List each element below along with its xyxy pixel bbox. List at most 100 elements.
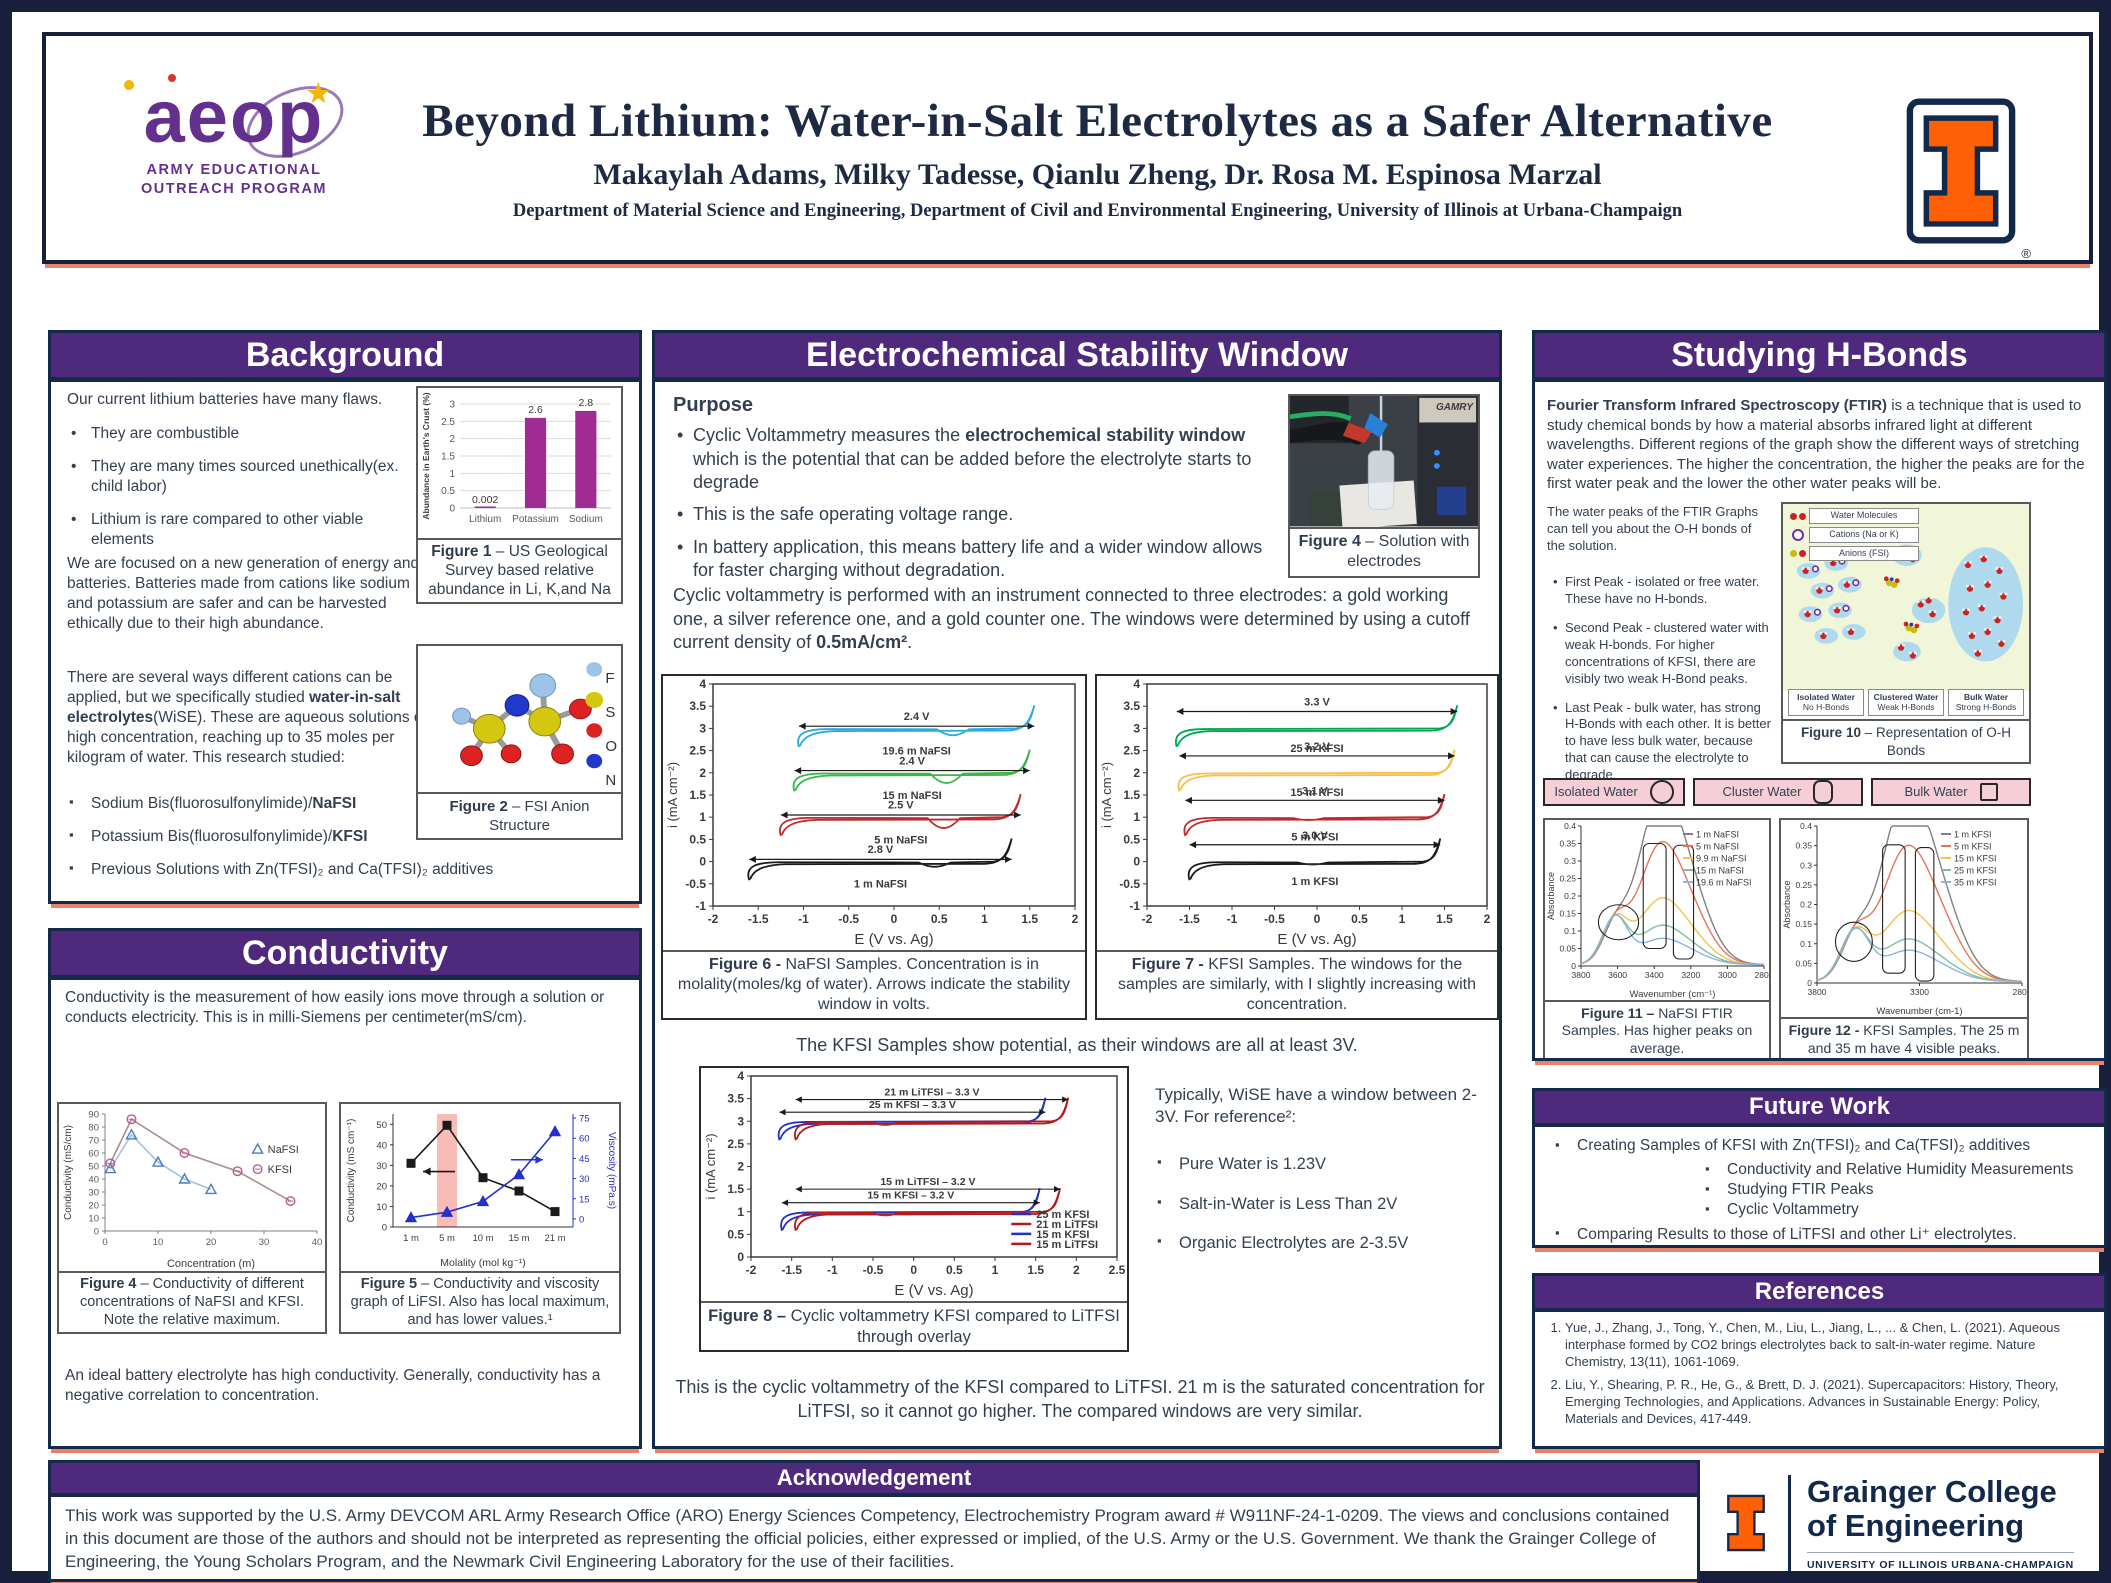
svg-text:75: 75 — [579, 1114, 590, 1125]
svg-text:-1: -1 — [695, 899, 706, 913]
svg-text:1: 1 — [737, 1205, 744, 1219]
svg-text:40: 40 — [376, 1141, 387, 1152]
svg-text:0.15: 0.15 — [1795, 919, 1812, 929]
svg-text:2: 2 — [737, 1160, 744, 1174]
svg-text:0.15: 0.15 — [1559, 909, 1576, 919]
svg-text:0: 0 — [94, 1227, 99, 1238]
figure6-caption: Figure 6 - NaFSI Samples. Concentration … — [663, 950, 1085, 1019]
conductivity-heading: Conductivity — [51, 931, 639, 981]
svg-text:1 m NaFSI: 1 m NaFSI — [1696, 830, 1739, 840]
svg-text:2800: 2800 — [1755, 970, 1769, 980]
rounded-rect-key-icon — [1813, 780, 1834, 805]
future-work-list: Creating Samples of KFSI with Zn(TFSI)₂ … — [1553, 1137, 2086, 1244]
svg-text:3: 3 — [737, 1114, 744, 1128]
reference-1: Yue, J., Zhang, J., Tong, Y., Chen, M., … — [1565, 1320, 2094, 1371]
svg-text:5 m: 5 m — [439, 1233, 455, 1244]
svg-text:0.5: 0.5 — [946, 1263, 963, 1277]
svg-text:Wavenumber (cm⁻¹): Wavenumber (cm⁻¹) — [1630, 989, 1716, 1000]
svg-text:0: 0 — [1571, 961, 1576, 971]
fig7-kfsi-cv-chart: -1 -0.5 0 0.5 1 1.5 2 2.5 3 3.5 4 -2 -1.5 -1 -0.5 0 0.5 1… — [1097, 676, 1497, 950]
svg-text:0: 0 — [910, 1263, 917, 1277]
acknowledgement-section: Acknowledgement This work was supported … — [48, 1460, 1700, 1582]
svg-text:2.5: 2.5 — [727, 1137, 744, 1151]
references-heading: References — [1535, 1276, 2104, 1313]
svg-text:15 m KFSI: 15 m KFSI — [1036, 1229, 1089, 1241]
grainger-name: Grainger College of Engineering — [1807, 1474, 2057, 1543]
svg-text:2.4 V: 2.4 V — [899, 755, 925, 767]
esw-bottom-text: This is the cyclic voltammetry of the KF… — [675, 1377, 1485, 1421]
esw-mid-text: The KFSI Samples show potential, as thei… — [796, 1035, 1358, 1056]
svg-text:2.5: 2.5 — [1109, 1263, 1126, 1277]
svg-text:0: 0 — [1807, 978, 1812, 988]
figure1-caption: Figure 1 – US Geological Survey based re… — [418, 538, 621, 603]
svg-text:0.002: 0.002 — [472, 494, 498, 506]
svg-text:1.5: 1.5 — [1021, 912, 1038, 926]
svg-text:1 m KFSI: 1 m KFSI — [1954, 830, 1992, 840]
svg-text:0.5: 0.5 — [441, 486, 455, 497]
svg-text:Concentration (m): Concentration (m) — [167, 1258, 255, 1270]
poster-authors: Makaylah Adams, Milky Tadesse, Qianlu Zh… — [593, 158, 1602, 191]
illinois-blocki-logo — [1905, 98, 2017, 244]
figure8-caption: Figure 8 – Cyclic voltammetry KFSI compa… — [701, 1300, 1127, 1351]
figure10-caption: Figure 10 – Representation of O-H Bonds — [1783, 719, 2029, 763]
svg-text:2.8: 2.8 — [579, 397, 594, 409]
svg-text:30: 30 — [88, 1188, 99, 1199]
svg-text:25 m KFSI: 25 m KFSI — [1290, 743, 1343, 755]
figure2-box: F S O N Figure 2 – FSI Anion Structure — [416, 644, 623, 841]
figure8-box: 0 0.5 1 1.5 2 2.5 3 3.5 4 -2 -1.5 -1 -0.5 0 0.5 1 1.5 2 2.… — [699, 1066, 1129, 1353]
water-molecule-icon — [1787, 512, 1809, 520]
aeop-text: aeop — [143, 75, 325, 158]
svg-text:Lithium: Lithium — [469, 514, 501, 525]
svg-text:2800: 2800 — [2013, 987, 2027, 997]
svg-text:0.35: 0.35 — [1559, 839, 1576, 849]
ohbond-illustration: Water Molecules Cations (Na or K) Anions… — [1783, 504, 2029, 719]
references-list: Yue, J., Zhang, J., Tong, Y., Chen, M., … — [1565, 1320, 2094, 1427]
svg-text:25 m KFSI: 25 m KFSI — [1954, 866, 1997, 876]
svg-text:Wavenumber (cm-1): Wavenumber (cm-1) — [1876, 1006, 1962, 1017]
svg-text:20: 20 — [376, 1182, 387, 1193]
future-work-heading: Future Work — [1535, 1091, 2104, 1128]
svg-text:1: 1 — [1399, 912, 1406, 926]
svg-text:0: 0 — [102, 1237, 107, 1248]
svg-text:1 m KFSI: 1 m KFSI — [1291, 876, 1338, 888]
svg-text:-1.5: -1.5 — [748, 912, 769, 926]
fig10-labels: Isolated Water No H-Bonds Clustered Water… — [1783, 688, 2029, 717]
svg-text:5 m NaFSI: 5 m NaFSI — [1696, 842, 1739, 852]
svg-text:-1: -1 — [1129, 899, 1140, 913]
hbonds-paragraph-2: The water peaks of the FTIR Graphs can t… — [1547, 504, 1758, 553]
svg-text:2.4 V: 2.4 V — [904, 711, 930, 723]
svg-text:0.35: 0.35 — [1795, 841, 1812, 851]
purpose-bullets: Cyclic Voltammetry measures the electroc… — [673, 424, 1281, 591]
svg-text:-1.5: -1.5 — [1179, 912, 1200, 926]
svg-text:9.9 m NaFSI: 9.9 m NaFSI — [1696, 854, 1747, 864]
square-key-icon — [1979, 783, 1998, 802]
svg-text:E (V vs. Ag): E (V vs. Ag) — [1277, 931, 1356, 948]
svg-text:0: 0 — [1133, 855, 1140, 869]
svg-text:3800: 3800 — [1808, 987, 1827, 997]
svg-text:i (mA cm⁻²): i (mA cm⁻²) — [665, 762, 680, 828]
illinois-blocki-small-icon — [1727, 1494, 1765, 1552]
svg-text:0: 0 — [699, 855, 706, 869]
svg-text:40: 40 — [312, 1237, 323, 1248]
svg-text:0.3: 0.3 — [1564, 856, 1576, 866]
svg-text:1: 1 — [699, 810, 706, 824]
aeop-logo: ★ aeop ARMY EDUCATIONAL OUTREACH PROGRAM — [104, 72, 364, 200]
svg-text:0.5: 0.5 — [689, 833, 706, 847]
svg-text:21 m: 21 m — [544, 1233, 565, 1244]
svg-text:Absorbance: Absorbance — [1782, 881, 1792, 929]
figure7-caption: Figure 7 - KFSI Samples. The windows for… — [1097, 950, 1497, 1019]
svg-text:1.5: 1.5 — [1027, 1263, 1044, 1277]
circle-key-icon — [1649, 780, 1674, 805]
solution-photo: GAMRY — [1290, 396, 1478, 527]
svg-text:0.2: 0.2 — [1564, 891, 1576, 901]
svg-text:0: 0 — [891, 912, 898, 926]
svg-text:1: 1 — [992, 1263, 999, 1277]
svg-text:19.6 m NaFSI: 19.6 m NaFSI — [882, 746, 950, 758]
svg-text:2.5: 2.5 — [1123, 744, 1140, 758]
aeop-star-icon: ★ — [306, 78, 332, 108]
svg-text:i (mA cm⁻²): i (mA cm⁻²) — [1099, 762, 1114, 828]
svg-text:E (V vs. Ag): E (V vs. Ag) — [854, 931, 933, 948]
grainger-logo-block: Grainger College of Engineering UNIVERSIT… — [1718, 1464, 2106, 1582]
svg-text:0.4: 0.4 — [1800, 821, 1812, 831]
key-cluster-water: Cluster Water — [1693, 778, 1863, 807]
